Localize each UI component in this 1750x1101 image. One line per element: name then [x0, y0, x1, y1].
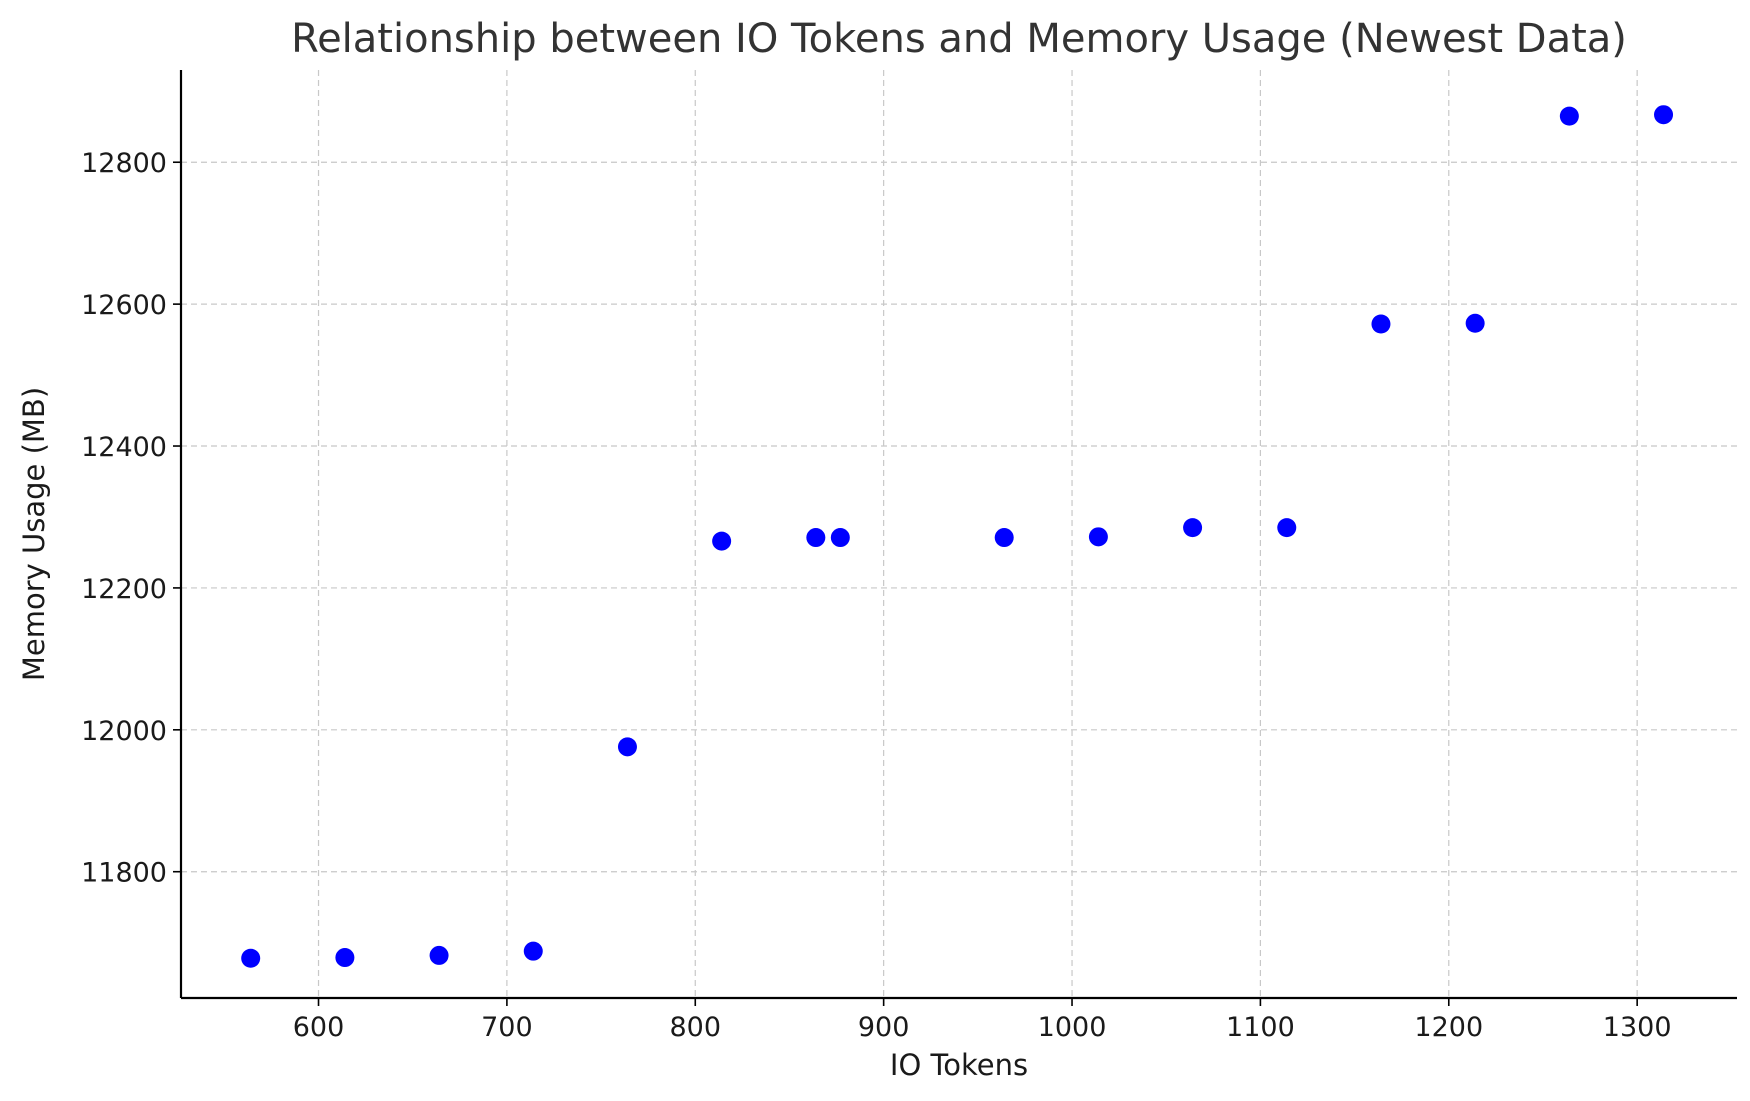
y-tick-label: 12000 [81, 716, 167, 747]
x-tick-label: 1300 [1603, 1012, 1672, 1043]
x-tick-label: 1000 [1038, 1012, 1107, 1043]
points-layer [241, 105, 1674, 968]
y-tick-label: 12400 [81, 432, 167, 463]
y-tick-label: 12800 [81, 148, 167, 179]
scatter-point [994, 528, 1014, 548]
scatter-point [523, 941, 543, 961]
x-tick-label: 600 [293, 1012, 345, 1043]
x-tick-label: 900 [858, 1012, 910, 1043]
x-tick-label: 700 [481, 1012, 533, 1043]
scatter-point [1559, 106, 1579, 126]
scatter-point [429, 945, 449, 965]
y-axis-label: Memory Usage (MB) [17, 387, 51, 681]
scatter-point [1371, 314, 1391, 334]
scatter-point [806, 528, 826, 548]
scatter-point [1088, 527, 1108, 547]
y-tick-label: 11800 [81, 858, 167, 889]
ticks-layer: 600 700 800 900 1000 1100 1200 1300 11800 12000 12… [81, 148, 1671, 1043]
axes-layer [179, 70, 1737, 1000]
x-tick-label: 800 [669, 1012, 721, 1043]
scatter-point [1277, 518, 1297, 538]
scatter-point [830, 528, 850, 548]
scatter-point [617, 737, 637, 757]
chart-title: Relationship between IO Tokens and Memor… [291, 16, 1627, 62]
x-tick-label: 1100 [1226, 1012, 1295, 1043]
scatter-point [712, 531, 732, 551]
x-tick-label: 1200 [1414, 1012, 1483, 1043]
scatter-point [1183, 518, 1203, 538]
y-tick-label: 12600 [81, 290, 167, 321]
scatter-point [241, 948, 261, 968]
y-tick-label: 12200 [81, 574, 167, 605]
x-axis-label: IO Tokens [890, 1048, 1028, 1082]
scatter-point [335, 948, 355, 968]
scatter-point [1654, 105, 1674, 125]
scatter-point [1465, 313, 1485, 333]
grid-layer [181, 70, 1737, 998]
